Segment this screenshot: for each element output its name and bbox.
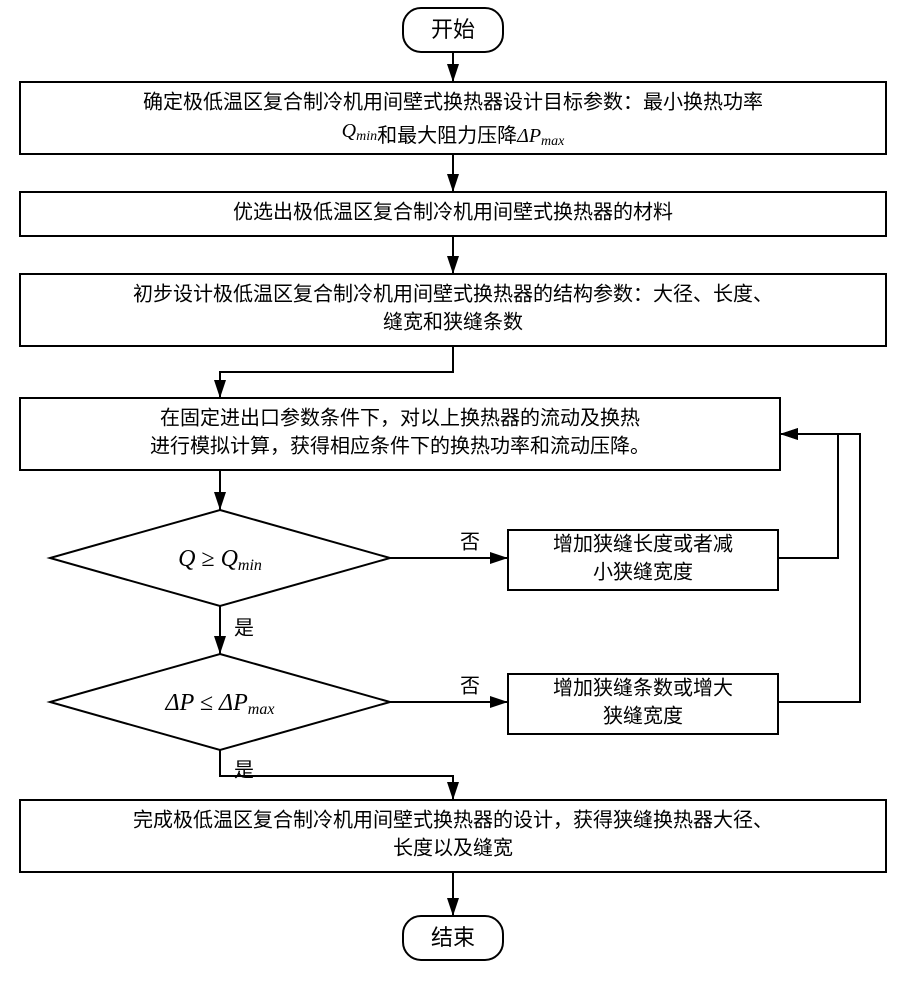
node-a2: 增加狭缝条数或增大狭缝宽度 xyxy=(508,674,778,734)
svg-text:是: 是 xyxy=(234,760,254,782)
svg-text:结束: 结束 xyxy=(431,925,475,950)
node-start: 开始 xyxy=(403,8,503,52)
svg-text:缝宽和狭缝条数: 缝宽和狭缝条数 xyxy=(383,311,523,334)
svg-text:初步设计极低温区复合制冷机用间壁式换热器的结构参数：大径、长: 初步设计极低温区复合制冷机用间壁式换热器的结构参数：大径、长度、 xyxy=(133,283,773,306)
node-n4: 在固定进出口参数条件下，对以上换热器的流动及换热进行模拟计算，获得相应条件下的换… xyxy=(20,398,780,470)
node-end: 结束 xyxy=(403,916,503,960)
svg-text:小狭缝宽度: 小狭缝宽度 xyxy=(593,561,693,584)
edge-10 xyxy=(778,434,838,558)
svg-text:否: 否 xyxy=(460,676,480,698)
svg-text:进行模拟计算，获得相应条件下的换热功率和流动压降。: 进行模拟计算，获得相应条件下的换热功率和流动压降。 xyxy=(150,435,650,458)
svg-text:在固定进出口参数条件下，对以上换热器的流动及换热: 在固定进出口参数条件下，对以上换热器的流动及换热 xyxy=(160,407,640,430)
node-n5: 完成极低温区复合制冷机用间壁式换热器的设计，获得狭缝换热器大径、长度以及缝宽 xyxy=(20,800,886,872)
node-n2: 优选出极低温区复合制冷机用间壁式换热器的材料 xyxy=(20,192,886,236)
svg-text:是: 是 xyxy=(234,618,254,640)
node-d2: ΔP ≤ ΔPmax xyxy=(50,654,390,750)
edge-5: 否 xyxy=(390,532,508,558)
node-a1: 增加狭缝长度或者减小狭缝宽度 xyxy=(508,530,778,590)
node-d1: Q ≥ Qmin xyxy=(50,510,390,606)
edge-7: 否 xyxy=(390,676,508,702)
svg-text:开始: 开始 xyxy=(431,17,475,42)
svg-text:确定极低温区复合制冷机用间壁式换热器设计目标参数：最小换热功: 确定极低温区复合制冷机用间壁式换热器设计目标参数：最小换热功率 xyxy=(143,91,763,114)
svg-text:优选出极低温区复合制冷机用间壁式换热器的材料: 优选出极低温区复合制冷机用间壁式换热器的材料 xyxy=(233,201,673,224)
svg-text:狭缝宽度: 狭缝宽度 xyxy=(603,705,683,728)
edge-8: 是 xyxy=(220,750,453,800)
svg-text:完成极低温区复合制冷机用间壁式换热器的设计，获得狭缝换热器大: 完成极低温区复合制冷机用间壁式换热器的设计，获得狭缝换热器大径、 xyxy=(133,809,773,832)
node-n1: 确定极低温区复合制冷机用间壁式换热器设计目标参数：最小换热功率Qmin和最大阻力… xyxy=(20,82,886,154)
node-n3: 初步设计极低温区复合制冷机用间壁式换热器的结构参数：大径、长度、缝宽和狭缝条数 xyxy=(20,274,886,346)
edge-6: 是 xyxy=(220,606,254,654)
svg-text:否: 否 xyxy=(460,532,480,554)
svg-text:增加狭缝条数或增大: 增加狭缝条数或增大 xyxy=(553,677,733,700)
svg-text:长度以及缝宽: 长度以及缝宽 xyxy=(393,837,513,860)
edge-3 xyxy=(220,346,453,398)
edge-11 xyxy=(778,434,860,702)
svg-text:增加狭缝长度或者减: 增加狭缝长度或者减 xyxy=(553,533,733,556)
